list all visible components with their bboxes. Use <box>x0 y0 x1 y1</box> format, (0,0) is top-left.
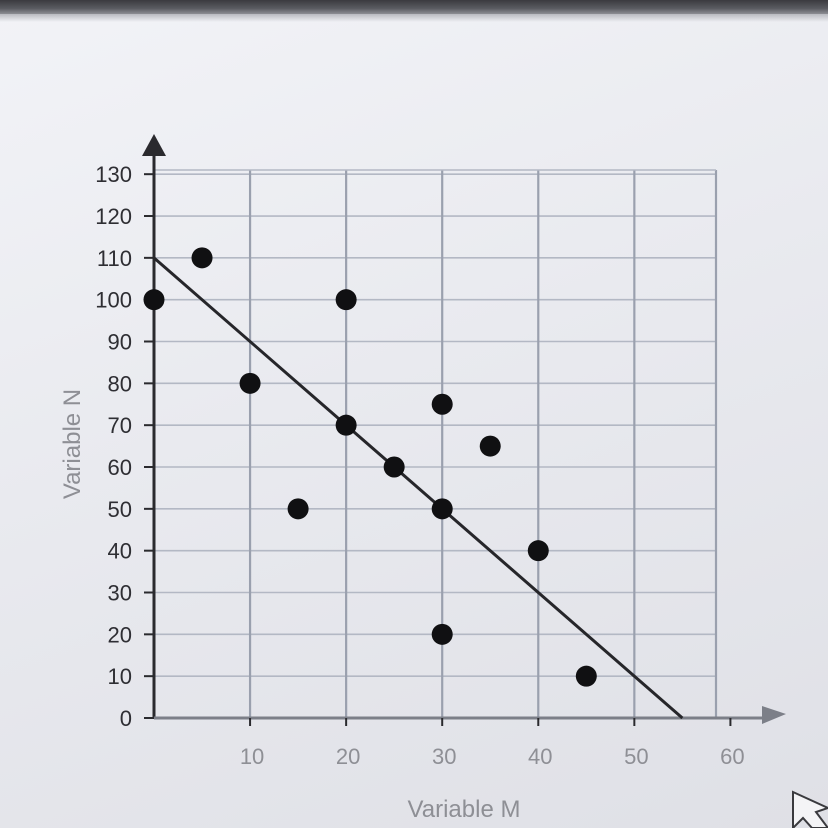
y-tick-label: 110 <box>97 246 132 271</box>
data-point <box>575 665 597 687</box>
x-tick-label: 50 <box>624 744 648 769</box>
data-point <box>143 289 165 311</box>
y-tick-label: 0 <box>120 706 132 731</box>
data-point <box>287 498 309 520</box>
y-tick-label: 50 <box>108 497 132 522</box>
y-tick-label: 80 <box>108 371 132 396</box>
y-tick-label: 10 <box>108 664 132 689</box>
data-point <box>191 247 213 269</box>
y-axis-title: Variable N <box>59 389 86 499</box>
screen-edge-shadow <box>0 14 828 22</box>
y-tick-label: 100 <box>95 288 132 313</box>
y-tick-label: 130 <box>95 162 132 187</box>
grid <box>154 169 718 718</box>
data-point <box>527 540 549 562</box>
x-axis-arrow <box>762 706 786 724</box>
axes <box>142 134 786 726</box>
data-point <box>335 414 357 436</box>
tick-labels: 0 10 20 30 40 50 60 70 80 90 100 110 120 130 10 20 30 40 5… <box>95 162 744 769</box>
x-tick-label: 30 <box>432 744 456 769</box>
data-point <box>239 372 261 394</box>
x-tick-label: 10 <box>240 744 264 769</box>
trend-line-group <box>153 256 684 720</box>
x-tick-label: 20 <box>336 744 360 769</box>
y-tick-label: 60 <box>108 455 132 480</box>
y-tick-label: 40 <box>108 539 132 564</box>
y-tick-label: 120 <box>95 204 132 229</box>
x-tick-label: 40 <box>528 744 552 769</box>
data-point <box>431 623 453 645</box>
y-tick-label: 30 <box>108 581 132 606</box>
data-point <box>383 456 405 478</box>
data-point <box>431 498 453 520</box>
y-tick-label: 20 <box>108 622 132 647</box>
y-tick-label: 70 <box>108 413 132 438</box>
trend-line <box>153 256 684 720</box>
arrow-cursor-icon <box>792 790 828 828</box>
data-point <box>479 435 501 457</box>
x-tick-label: 60 <box>720 744 744 769</box>
monitor-top-bezel <box>0 0 828 14</box>
data-point <box>431 393 453 415</box>
y-axis-arrow <box>142 134 166 156</box>
data-points <box>143 247 597 687</box>
data-point <box>335 289 357 311</box>
x-axis-title: Variable M <box>408 796 521 823</box>
y-tick-label: 90 <box>108 330 132 355</box>
